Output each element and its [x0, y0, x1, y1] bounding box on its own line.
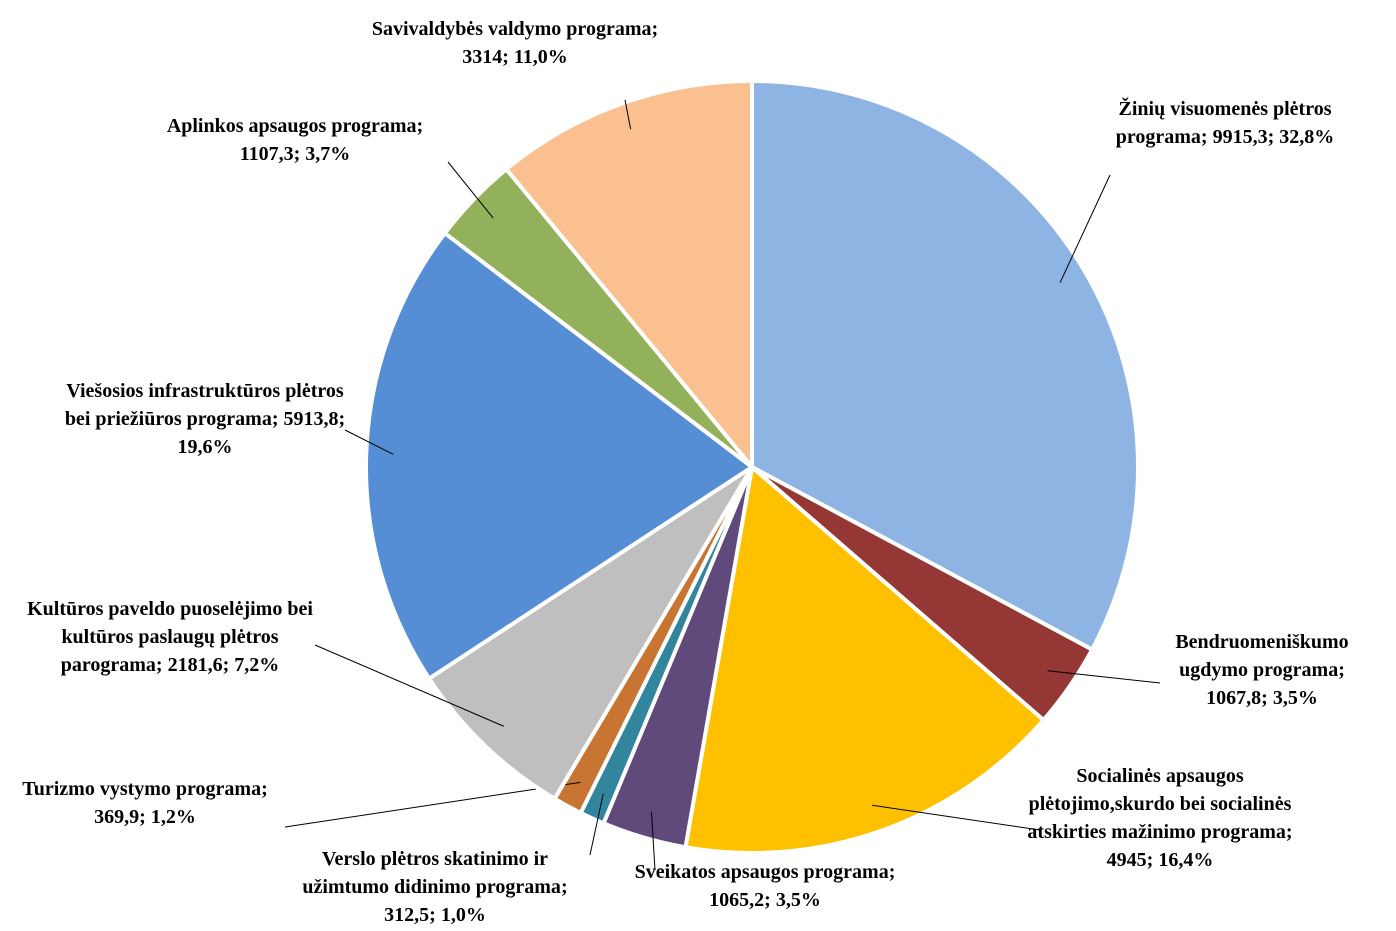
- leader-line: [447, 161, 494, 219]
- label-name: Sveikatos apsaugos programa: [634, 861, 889, 883]
- label-sep: ;: [338, 408, 346, 430]
- label-name: Savivaldybės valdymo programa: [371, 18, 652, 40]
- label-sep: ;: [222, 654, 230, 676]
- label-percent: 16,4%: [1158, 849, 1214, 871]
- pie-slice: [426, 465, 754, 802]
- data-label: Bendruomeniškumo ugdymo programa; 1067,8…: [1152, 628, 1372, 712]
- label-name: Aplinkos apsaugos programa: [166, 115, 417, 137]
- label-sep: ;: [429, 904, 436, 926]
- leader-line: [1059, 174, 1111, 283]
- pie-slice: [750, 78, 1140, 653]
- label-name: Kultūros paveldo puoselėjimo bei kultūro…: [27, 598, 313, 676]
- data-label: Socialinės apsaugos plėtojimo,skurdo bei…: [1025, 762, 1295, 874]
- label-value: 5913,8: [283, 408, 339, 430]
- leader-line: [624, 99, 632, 130]
- label-value: 1107,3: [239, 143, 294, 165]
- leader-line: [344, 429, 394, 455]
- leader-line: [314, 644, 504, 727]
- label-percent: 3,7%: [305, 143, 351, 165]
- leader-line: [1047, 670, 1161, 684]
- label-sep: ;: [155, 654, 163, 676]
- pie-slice: [503, 78, 754, 473]
- label-value: 9915,3: [1212, 126, 1268, 148]
- pie-slice: [683, 463, 1047, 855]
- label-name: Bendruomeniškumo ugdymo programa: [1175, 631, 1349, 681]
- label-sep: ;: [293, 143, 301, 165]
- leader-line: [872, 804, 1041, 831]
- data-label: Turizmo vystymo programa; 369,9; 1,2%: [15, 775, 275, 831]
- label-value: 2181,6: [167, 654, 223, 676]
- label-percent: 1,0%: [440, 904, 486, 926]
- label-name: Turizmo vystymo programa: [22, 778, 262, 800]
- leader-line: [284, 781, 581, 828]
- label-value: 3314: [462, 46, 503, 68]
- data-label: Viešosios infrastruktūros plėtros bei pr…: [60, 377, 350, 461]
- label-sep: ;: [1267, 126, 1275, 148]
- label-name: Žinių visuomenės plėtros programa: [1115, 98, 1332, 148]
- label-percent: 32,8%: [1279, 126, 1335, 148]
- data-label: Aplinkos apsaugos programa; 1107,3; 3,7%: [145, 112, 445, 168]
- label-percent: 1,2%: [150, 806, 196, 828]
- label-sep: ;: [1200, 126, 1208, 148]
- pie-slice: [364, 230, 756, 682]
- label-sep: ;: [1338, 659, 1345, 681]
- label-sep: ;: [416, 115, 424, 137]
- leader-line: [589, 793, 604, 856]
- label-sep: ;: [651, 18, 659, 40]
- label-percent: 7,2%: [234, 654, 280, 676]
- label-sep: ;: [261, 778, 268, 800]
- label-sep: ;: [1261, 687, 1268, 709]
- data-label: Verslo plėtros skatinimo ir užimtumo did…: [285, 845, 585, 929]
- label-value: 4945: [1106, 849, 1147, 871]
- label-name: Socialinės apsaugos plėtojimo,skurdo bei…: [1027, 765, 1292, 843]
- label-sep: ;: [139, 806, 146, 828]
- label-sep: ;: [271, 408, 279, 430]
- data-label: Kultūros paveldo puoselėjimo bei kultūro…: [20, 595, 320, 679]
- label-percent: 3,5%: [1272, 687, 1318, 709]
- label-name: Viešosios infrastruktūros plėtros bei pr…: [64, 380, 344, 430]
- label-sep: ;: [1146, 849, 1154, 871]
- label-percent: 11,0%: [513, 46, 568, 68]
- label-value: 1065,2: [709, 889, 765, 911]
- label-sep: ;: [764, 889, 771, 911]
- label-name: Verslo plėtros skatinimo ir užimtumo did…: [302, 848, 561, 898]
- label-value: 369,9: [94, 806, 140, 828]
- label-value: 1067,8: [1206, 687, 1262, 709]
- label-sep: ;: [502, 46, 509, 68]
- data-label: Sveikatos apsaugos programa; 1065,2; 3,5…: [615, 858, 915, 914]
- label-percent: 19,6%: [177, 436, 233, 458]
- label-sep: ;: [1285, 821, 1293, 843]
- leader-line: [650, 811, 656, 871]
- label-sep: ;: [560, 876, 568, 898]
- label-value: 312,5: [384, 904, 430, 926]
- data-label: Savivaldybės valdymo programa; 3314; 11,…: [365, 15, 665, 71]
- label-sep: ;: [888, 861, 896, 883]
- label-percent: 3,5%: [775, 889, 821, 911]
- data-label: Žinių visuomenės plėtros programa; 9915,…: [1100, 95, 1350, 151]
